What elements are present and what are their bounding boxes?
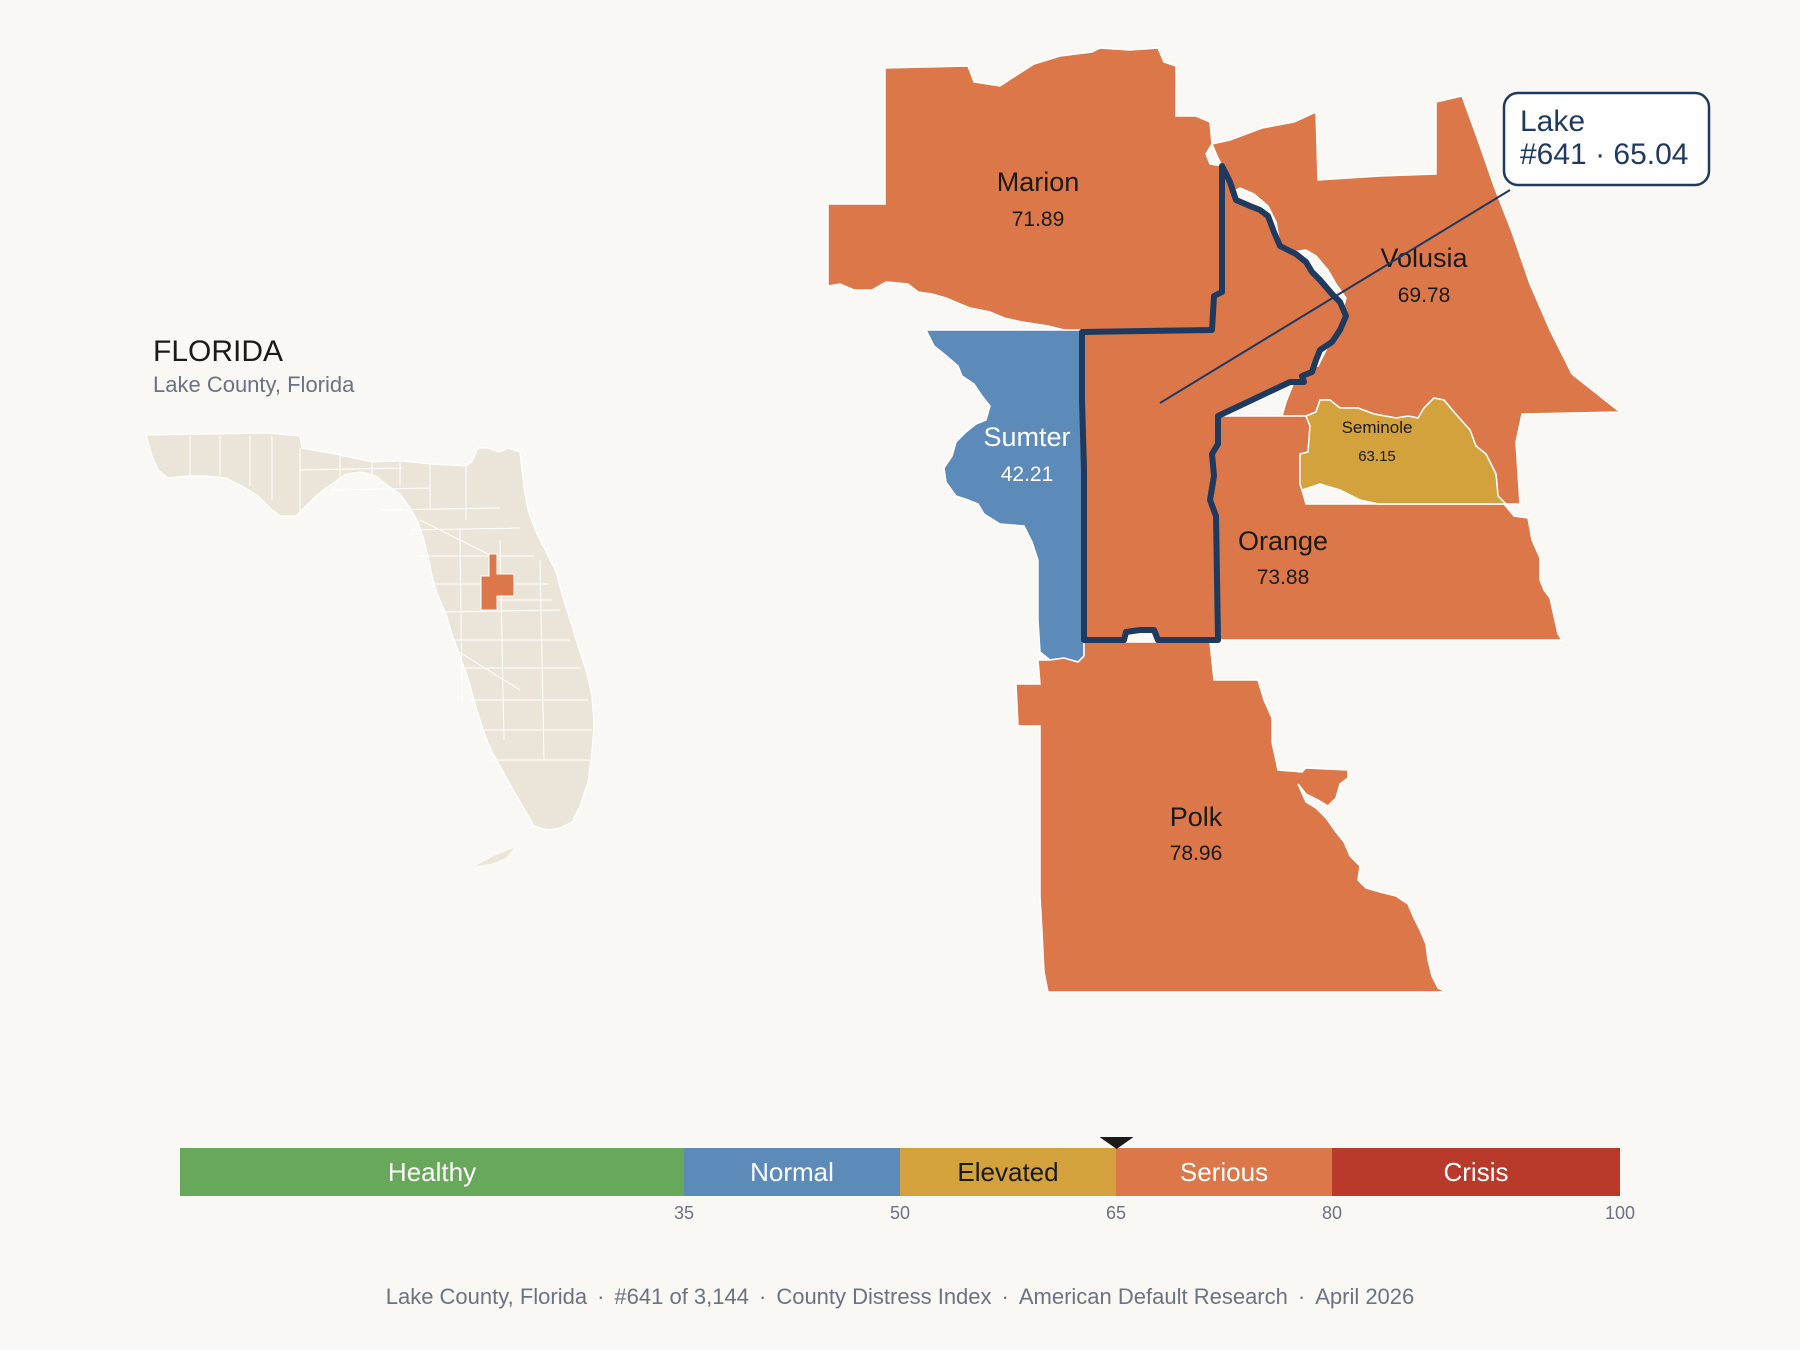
inset-title: FLORIDA <box>153 335 283 368</box>
scale-marker <box>1099 1137 1134 1149</box>
label-polk-name: Polk <box>1170 802 1223 832</box>
scale-ticks: 35 50 65 80 100 <box>674 1203 1635 1223</box>
label-volusia-name: Volusia <box>1380 243 1468 273</box>
scale-segment-serious <box>1116 1148 1332 1196</box>
scale-segment-elevated <box>900 1148 1116 1196</box>
callout-leader-line <box>1159 189 1511 404</box>
scale-tick-label: 80 <box>1322 1203 1342 1223</box>
label-seminole-value: 63.15 <box>1358 448 1396 465</box>
footer: Lake County, Florida · #641 of 3,144 · Count… <box>0 1284 1800 1310</box>
label-orange-value: 73.88 <box>1257 566 1310 589</box>
footer-separator: · <box>597 1284 605 1309</box>
footer-county: Lake County, Florida <box>385 1284 588 1309</box>
scale-segment-label: Elevated <box>957 1157 1058 1187</box>
footer-rank: #641 of 3,144 <box>614 1284 749 1309</box>
county-lake[interactable] <box>1079 163 1349 643</box>
scale-tick-label: 100 <box>1605 1203 1635 1223</box>
scale-segments: Healthy Normal Elevated Serious Crisis <box>180 1148 1620 1196</box>
scale-segment-label: Crisis <box>1444 1157 1509 1187</box>
footer-index-name: County Distress Index <box>776 1284 992 1309</box>
inset-lake-county-highlight <box>480 553 515 611</box>
label-orange-name: Orange <box>1238 526 1328 556</box>
footer-separator: · <box>759 1284 767 1309</box>
florida-keys-shape <box>476 848 514 866</box>
callout-detail: #641 · 65.04 <box>1520 138 1688 171</box>
scale-segment-label: Healthy <box>388 1157 476 1187</box>
scale-tick-label: 35 <box>674 1203 694 1223</box>
regional-map: Marion 71.89 Volusia 69.78 Sumter 42.21 … <box>827 47 1711 993</box>
label-marion-name: Marion <box>997 167 1080 197</box>
distress-scale: Healthy Normal Elevated Serious Crisis 35 50 6… <box>180 1137 1635 1223</box>
county-polk[interactable] <box>1015 641 1447 993</box>
scale-tick-label: 50 <box>890 1203 910 1223</box>
state-inset: FLORIDA Lake County, Florida <box>145 335 595 866</box>
scale-segment-normal <box>684 1148 900 1196</box>
florida-state-shape <box>145 432 595 831</box>
footer-separator: · <box>1297 1284 1306 1309</box>
label-polk-value: 78.96 <box>1170 842 1223 865</box>
scale-segment-label: Normal <box>750 1157 834 1187</box>
scale-tick-label: 65 <box>1106 1203 1126 1223</box>
scale-segment-label: Serious <box>1180 1157 1268 1187</box>
label-marion-value: 71.89 <box>1012 208 1065 231</box>
county-seminole[interactable] <box>1299 397 1508 505</box>
label-sumter-value: 42.21 <box>1001 463 1054 486</box>
label-volusia-value: 69.78 <box>1398 284 1451 307</box>
footer-separator: · <box>1001 1284 1009 1309</box>
county-sumter[interactable] <box>924 329 1085 663</box>
callout-box <box>1502 91 1711 187</box>
label-sumter-name: Sumter <box>983 422 1070 452</box>
footer-source: American Default Research <box>1018 1284 1288 1309</box>
scale-segment-healthy <box>180 1148 684 1196</box>
scale-segment-crisis <box>1332 1148 1620 1196</box>
inset-subtitle: Lake County, Florida <box>153 372 355 397</box>
callout-county: Lake <box>1520 105 1585 138</box>
label-seminole-name: Seminole <box>1342 418 1413 437</box>
footer-date: April 2026 <box>1315 1284 1415 1309</box>
